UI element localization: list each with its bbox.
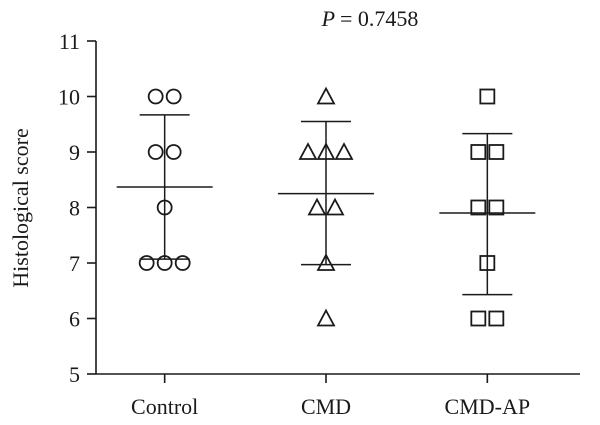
- y-axis-label: Histological score: [8, 128, 33, 287]
- data-point-square: [488, 144, 505, 160]
- data-point-circle: [156, 255, 173, 271]
- data-point-triangle: [316, 308, 336, 327]
- chart-title: P = 0.7458: [321, 6, 419, 31]
- y-tick-label: 8: [69, 196, 80, 221]
- x-axis-ticks: Control CMD CMD-AP: [131, 374, 530, 419]
- data-point-square: [470, 310, 487, 327]
- data-point-circle: [138, 255, 155, 271]
- data-point-triangle: [316, 142, 336, 160]
- data-point-circle: [165, 144, 182, 160]
- data-point-circle: [147, 88, 164, 105]
- group-control: [116, 88, 213, 271]
- data-point-square: [470, 199, 487, 216]
- x-tick-label: CMD: [301, 394, 351, 419]
- y-axis-ticks: 5 6 7 8 9 10 11: [58, 29, 96, 387]
- data-point-triangle: [316, 86, 336, 105]
- data-point-circle: [165, 88, 182, 105]
- data-point-square: [470, 144, 487, 160]
- y-tick-label: 6: [69, 307, 80, 332]
- data-point-circle: [174, 255, 191, 271]
- y-tick-label: 9: [69, 140, 80, 165]
- data-point-square: [488, 310, 505, 327]
- x-tick-label: CMD-AP: [445, 394, 531, 419]
- data-point-triangle: [298, 142, 318, 160]
- y-tick-label: 5: [69, 362, 80, 387]
- y-tick-label: 11: [59, 29, 80, 54]
- group-cmd-ap: [439, 88, 536, 327]
- data-point-circle: [156, 199, 173, 216]
- x-tick-label: Control: [131, 394, 198, 419]
- data-point-triangle: [334, 142, 354, 160]
- y-tick-label: 7: [69, 251, 80, 276]
- data-point-triangle: [325, 197, 345, 216]
- group-cmd: [278, 86, 374, 327]
- data-point-square: [488, 199, 505, 216]
- data-point-triangle: [307, 197, 327, 216]
- data-point-square: [479, 255, 496, 271]
- data-point-square: [479, 88, 496, 105]
- data-point-circle: [147, 144, 164, 160]
- data-groups: [116, 86, 536, 327]
- data-point-triangle: [316, 253, 336, 271]
- y-tick-label: 10: [58, 85, 80, 110]
